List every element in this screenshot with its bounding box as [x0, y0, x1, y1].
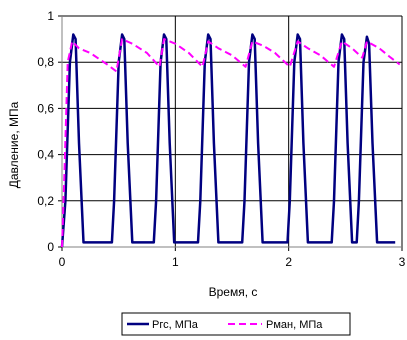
x-tick-label: 2: [285, 255, 292, 269]
legend-box: [121, 312, 351, 336]
x-tick-label: 1: [172, 255, 179, 269]
legend-label-prs: Pгс, МПа: [152, 319, 199, 331]
axes: [58, 15, 403, 251]
y-tick-labels: 0 0,2 0,4 0,6 0,8 1: [37, 9, 54, 254]
y-tick-label: 0,2: [37, 194, 54, 208]
y-tick-label: 0,6: [37, 101, 54, 115]
series-line-0: [60, 33, 396, 248]
y-tick-label: 0,8: [37, 55, 54, 69]
x-axis-label: Время, с: [209, 285, 258, 299]
x-tick-labels: 0 1 2 3: [59, 255, 406, 269]
plot-series: [60, 33, 401, 248]
x-tick-label: 0: [59, 255, 66, 269]
series-line-1: [61, 38, 401, 248]
y-tick-label: 0,4: [37, 148, 54, 162]
y-axis-label: Давление, МПа: [7, 101, 21, 188]
y-tick-label: 0: [47, 240, 54, 254]
legend: Pгс, МПа Pман, МПа: [121, 312, 351, 336]
x-tick-label: 3: [399, 255, 406, 269]
y-tick-label: 1: [47, 9, 54, 23]
legend-label-pman: Pман, МПа: [266, 319, 323, 331]
